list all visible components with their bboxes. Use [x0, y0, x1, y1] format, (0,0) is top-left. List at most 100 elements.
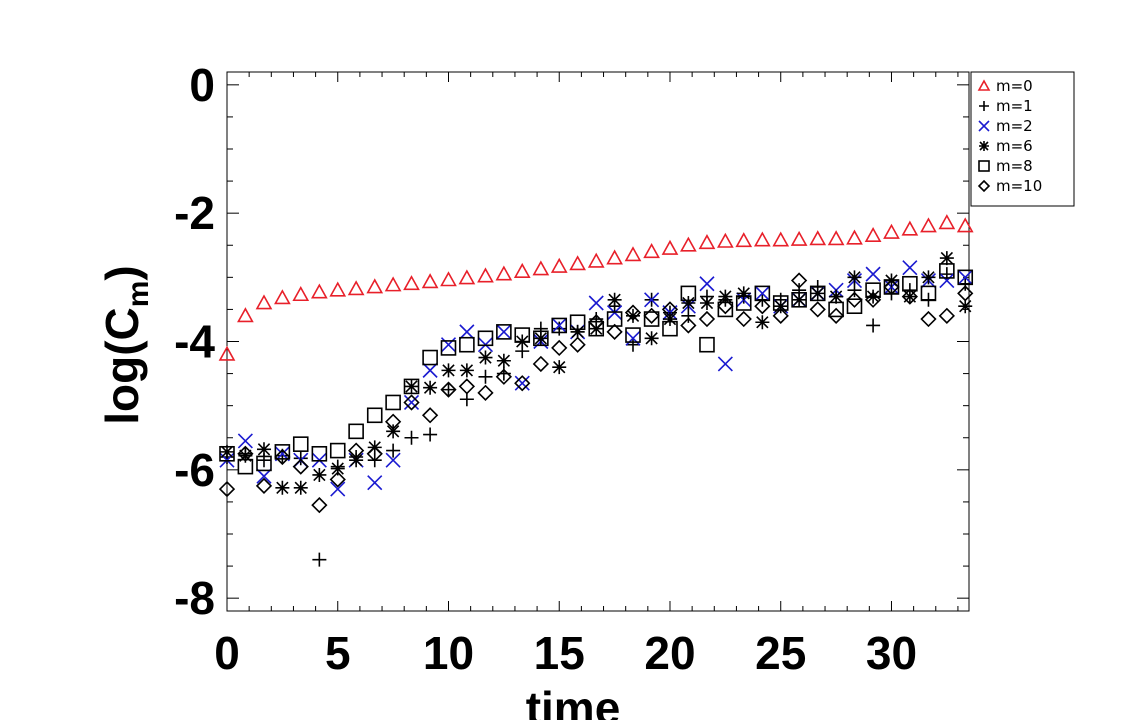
- data-point: [902, 275, 918, 292]
- x-tick-label: 10: [423, 627, 474, 679]
- data-point: [662, 320, 678, 337]
- data-point: [477, 330, 494, 347]
- data-point: [847, 270, 862, 285]
- legend-marker: [977, 179, 991, 193]
- data-point: [883, 223, 900, 239]
- data-point: [680, 236, 697, 252]
- data-point: [366, 278, 384, 294]
- legend-label: m=8: [996, 157, 1033, 175]
- data-point: [514, 375, 530, 391]
- data-point: [753, 231, 771, 247]
- data-point: [347, 442, 365, 459]
- data-point: [330, 461, 345, 476]
- data-point: [440, 271, 457, 287]
- data-point: [551, 317, 567, 334]
- data-point: [681, 308, 696, 323]
- data-point: [606, 249, 623, 265]
- data-point: [625, 330, 641, 346]
- data-point: [625, 327, 641, 343]
- data-point: [256, 442, 271, 457]
- data-point: [791, 291, 807, 308]
- data-point: [883, 278, 900, 296]
- x-tick-label: 25: [755, 627, 806, 679]
- data-point: [829, 289, 844, 304]
- data-point: [385, 394, 401, 411]
- data-point: [625, 308, 640, 323]
- data-point: [790, 272, 808, 289]
- data-point: [514, 375, 531, 392]
- data-point: [366, 407, 383, 424]
- data-point: [421, 407, 439, 424]
- data-point: [938, 214, 956, 230]
- data-point: [681, 296, 696, 310]
- legend-marker: [977, 79, 991, 91]
- data-point: [569, 314, 586, 331]
- legend-label: m=6: [996, 137, 1033, 155]
- data-point: [256, 455, 272, 472]
- y-axis-title-subscript: m: [122, 281, 155, 308]
- data-point: [956, 217, 974, 233]
- data-point: [237, 445, 254, 462]
- data-point: [330, 481, 346, 497]
- data-point: [790, 230, 808, 246]
- data-point: [699, 276, 715, 292]
- data-point: [292, 286, 310, 302]
- data-point: [255, 477, 273, 495]
- data-point: [827, 307, 845, 324]
- series-m-10: [218, 272, 974, 514]
- data-point: [662, 312, 677, 327]
- data-point: [459, 336, 475, 353]
- y-tick-label: -2: [174, 187, 215, 239]
- data-point: [256, 468, 272, 484]
- data-point: [459, 363, 474, 378]
- series-m-1: [220, 267, 973, 567]
- data-point: [532, 355, 549, 373]
- data-point: [643, 243, 660, 259]
- data-point: [865, 266, 881, 282]
- data-point: [478, 369, 493, 384]
- data-point: [312, 467, 327, 482]
- data-point: [772, 307, 789, 324]
- data-point: [440, 340, 457, 356]
- legend-label: m=1: [996, 97, 1033, 115]
- data-point: [348, 423, 364, 440]
- data-point: [901, 220, 919, 236]
- data-point: [957, 269, 973, 285]
- data-point: [735, 232, 753, 248]
- data-point: [809, 285, 826, 302]
- tick-labels: 0 5 10 15 20 25 30 0 -2 -4 -6 -8: [174, 59, 917, 679]
- data-point: [384, 413, 402, 430]
- data-point: [496, 353, 511, 368]
- data-markers: [218, 214, 974, 567]
- data-point: [846, 298, 863, 315]
- data-point: [292, 436, 309, 452]
- data-point: [607, 292, 622, 307]
- data-point: [901, 288, 918, 305]
- data-point: [865, 282, 881, 298]
- data-point: [606, 311, 623, 327]
- data-point: [403, 394, 420, 411]
- data-point: [514, 327, 531, 343]
- data-point: [441, 382, 456, 397]
- data-point: [866, 318, 881, 333]
- data-point: [755, 315, 770, 330]
- data-point: [809, 230, 827, 246]
- legend-label: m=0: [996, 77, 1033, 95]
- data-point: [810, 286, 825, 301]
- y-axis-title-close: ): [96, 265, 148, 280]
- data-point: [902, 260, 918, 276]
- data-point: [495, 368, 512, 385]
- y-tick-label: -4: [174, 316, 215, 368]
- data-point: [403, 378, 420, 395]
- data-point: [864, 226, 882, 243]
- data-point: [384, 276, 402, 292]
- legend-marker: [978, 120, 990, 132]
- data-point: [680, 317, 697, 334]
- data-point: [644, 331, 659, 346]
- data-point: [643, 307, 660, 324]
- data-point: [403, 275, 420, 291]
- data-point: [533, 331, 548, 346]
- data-point: [552, 360, 567, 375]
- data-point: [828, 301, 844, 318]
- data-point: [329, 471, 346, 488]
